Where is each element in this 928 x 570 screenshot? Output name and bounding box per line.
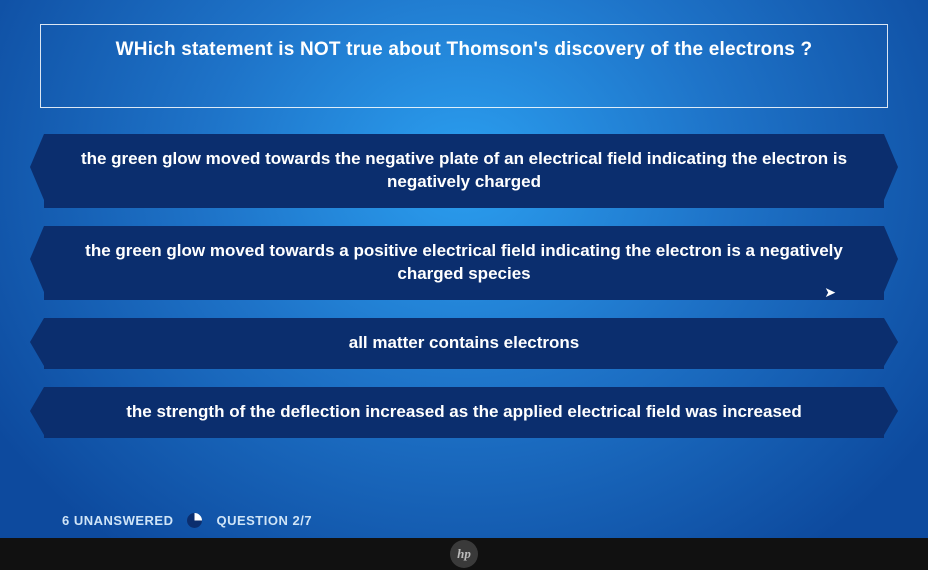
answer-option-1[interactable]: the green glow moved towards the negativ…	[44, 134, 884, 208]
footer-bar: 6 UNANSWERED QUESTION 2/7	[62, 513, 312, 528]
unanswered-count: 6 UNANSWERED	[62, 513, 173, 528]
quiz-container: WHich statement is NOT true about Thomso…	[0, 0, 928, 438]
answer-list: the green glow moved towards the negativ…	[40, 134, 888, 438]
answer-option-4[interactable]: the strength of the deflection increased…	[44, 387, 884, 438]
answer-option-2[interactable]: the green glow moved towards a positive …	[44, 226, 884, 300]
monitor-bezel: hp	[0, 538, 928, 570]
progress-pie-icon	[187, 513, 202, 528]
hp-logo: hp	[450, 540, 478, 568]
question-box: WHich statement is NOT true about Thomso…	[40, 24, 888, 108]
question-progress: QUESTION 2/7	[216, 513, 312, 528]
answer-option-3[interactable]: all matter contains electrons	[44, 318, 884, 369]
question-text: WHich statement is NOT true about Thomso…	[73, 39, 855, 61]
